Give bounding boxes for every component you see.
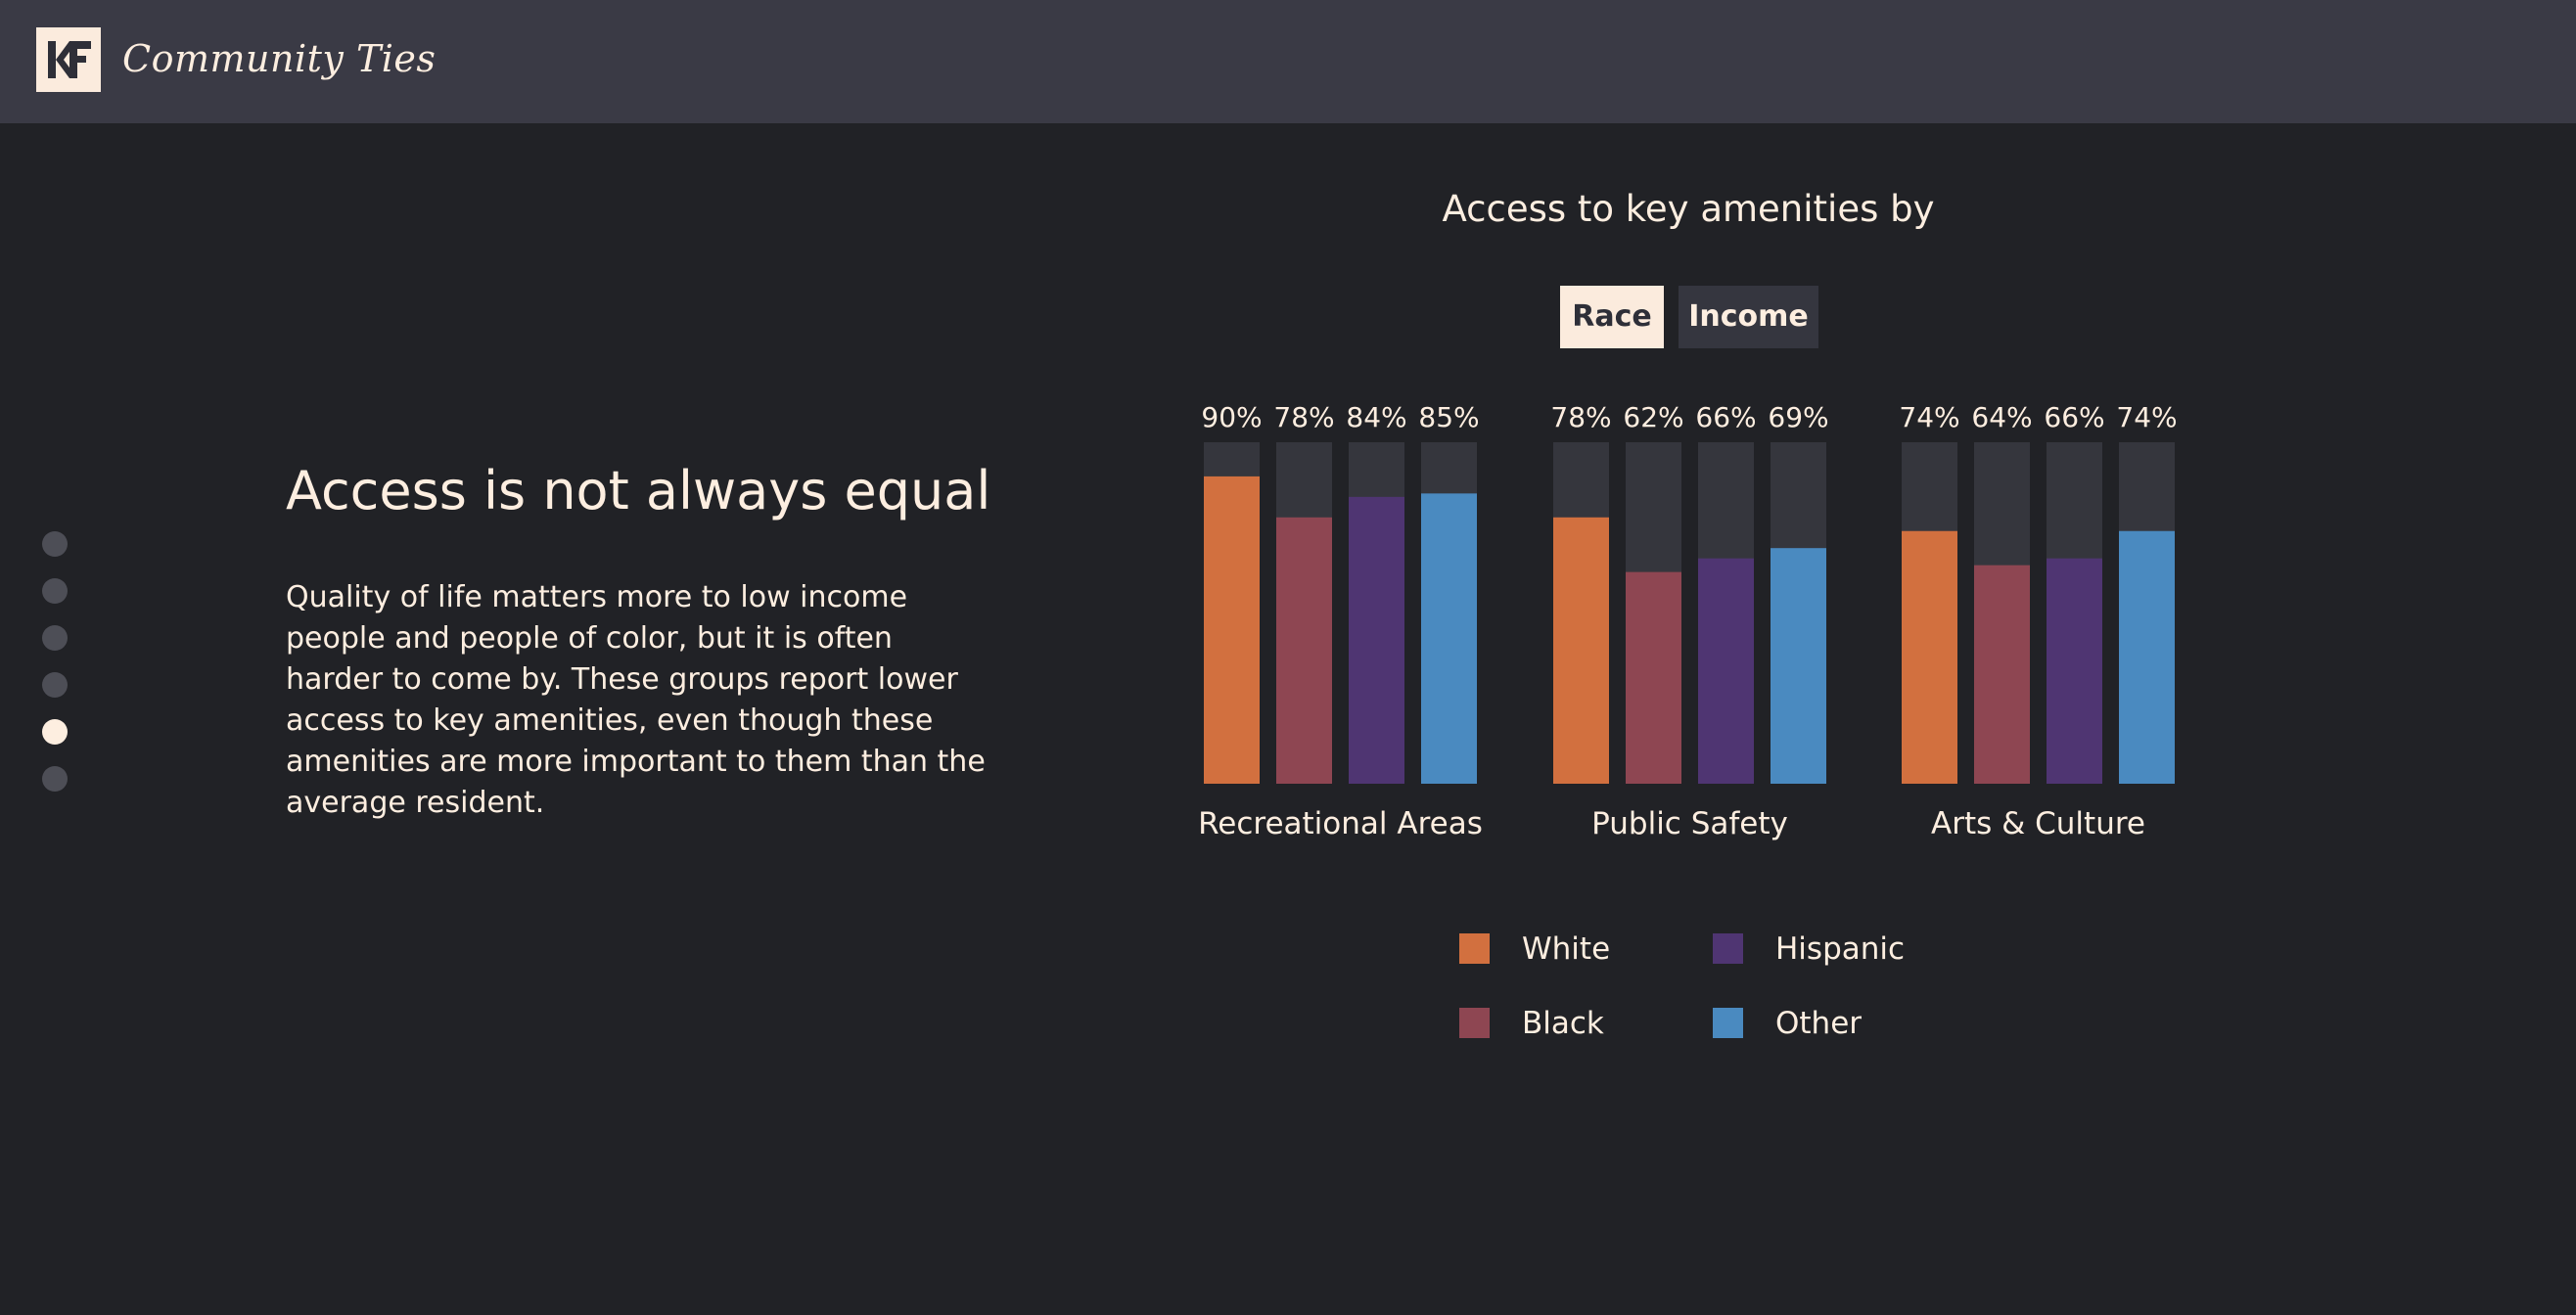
section-nav-dot[interactable]: [42, 625, 68, 651]
legend-swatch: [1713, 933, 1743, 964]
legend-label: Black: [1522, 1006, 1604, 1041]
bar-value-label: 78%: [1273, 401, 1334, 433]
section-nav-dot[interactable]: [42, 672, 68, 698]
bar-value-label: 74%: [2116, 401, 2177, 433]
bar-value-label: 84%: [1346, 401, 1406, 433]
legend-label: White: [1522, 931, 1611, 967]
bar-hispanic[interactable]: [2047, 558, 2102, 784]
bar-value-label: 64%: [1971, 401, 2032, 433]
bar-white[interactable]: [1553, 517, 1609, 784]
bar-hispanic[interactable]: [1349, 496, 1404, 784]
bar-value-label: 62%: [1623, 401, 1683, 433]
bar-value-label: 69%: [1768, 401, 1828, 433]
race-toggle-button[interactable]: Race: [1560, 286, 1664, 348]
category-label: Recreational Areas: [1198, 806, 1483, 841]
bar-black[interactable]: [1276, 517, 1332, 784]
section-nav-dot-active[interactable]: [42, 719, 68, 745]
bar-other[interactable]: [1771, 548, 1826, 784]
chart-title: Access to key amenities by: [1442, 188, 1935, 230]
income-toggle-button[interactable]: Income: [1679, 286, 1818, 348]
category-label: Arts & Culture: [1931, 806, 2145, 841]
bar-value-label: 66%: [2044, 401, 2104, 433]
category-label: Public Safety: [1591, 806, 1788, 841]
section-nav-dot[interactable]: [42, 531, 68, 557]
legend-swatch: [1459, 933, 1490, 964]
bar-value-label: 85%: [1418, 401, 1479, 433]
bar-black[interactable]: [1626, 571, 1681, 784]
bar-white[interactable]: [1204, 476, 1260, 784]
story-body: Quality of life matters more to low inco…: [286, 580, 986, 820]
bar-hispanic[interactable]: [1698, 558, 1754, 784]
brand-name: Community Ties: [122, 37, 437, 80]
bar-value-label: 90%: [1201, 401, 1262, 433]
bar-other[interactable]: [2119, 530, 2175, 784]
legend-label: Hispanic: [1775, 931, 1906, 967]
story-headline: Access is not always equal: [286, 460, 991, 521]
kf-logo[interactable]: [36, 27, 101, 92]
legend-label: Other: [1775, 1006, 1863, 1041]
bar-value-label: 78%: [1550, 401, 1611, 433]
legend-swatch: [1713, 1008, 1743, 1038]
section-nav: [42, 531, 68, 813]
section-nav-dot[interactable]: [42, 578, 68, 604]
bar-white[interactable]: [1902, 530, 1957, 784]
legend-swatch: [1459, 1008, 1490, 1038]
bar-value-label: 74%: [1899, 401, 1959, 433]
top-bar: Community Ties: [0, 0, 2576, 123]
bar-other[interactable]: [1421, 493, 1477, 784]
kf-logo-icon: [48, 41, 91, 78]
bar-black[interactable]: [1974, 565, 2030, 784]
section-nav-dot[interactable]: [42, 766, 68, 792]
bar-value-label: 66%: [1695, 401, 1756, 433]
